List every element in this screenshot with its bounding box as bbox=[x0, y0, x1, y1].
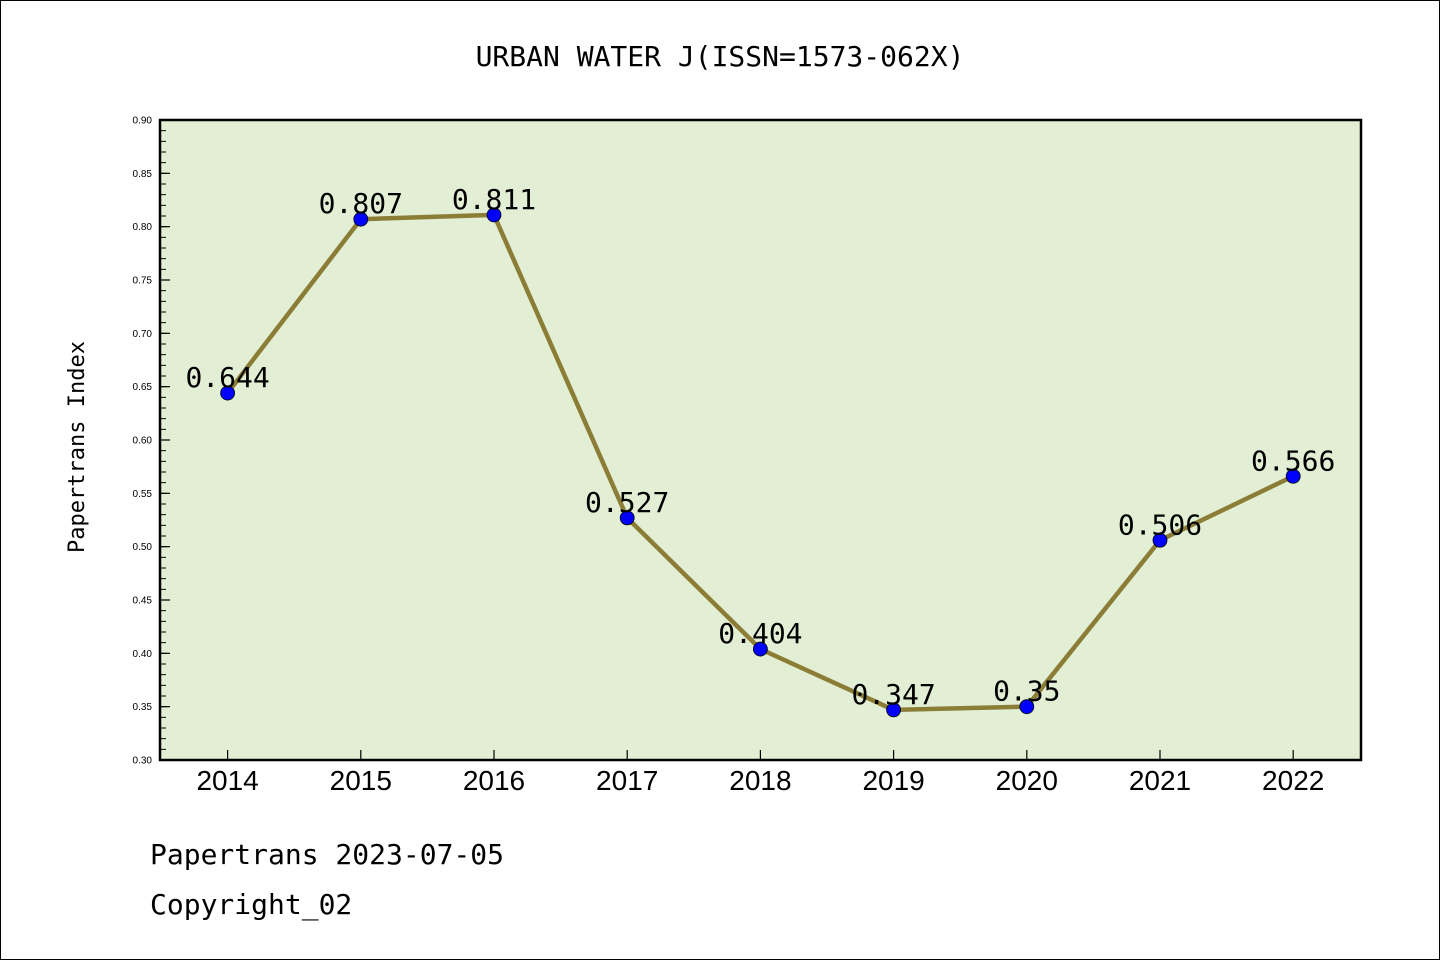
chart-title: URBAN WATER J(ISSN=1573-062X) bbox=[476, 40, 965, 73]
y-tick-label: 0.30 bbox=[133, 756, 153, 767]
x-tick-label: 2018 bbox=[729, 765, 791, 796]
y-tick-label: 0.45 bbox=[133, 596, 153, 607]
x-tick-label: 2021 bbox=[1129, 765, 1191, 796]
data-point bbox=[220, 385, 236, 401]
x-tick-label: 2015 bbox=[330, 765, 392, 796]
y-tick-label: 0.75 bbox=[133, 276, 153, 287]
x-tick-label: 2019 bbox=[862, 765, 924, 796]
y-tick-label: 0.50 bbox=[133, 542, 153, 553]
x-tick-label: 2017 bbox=[596, 765, 658, 796]
data-label: 0.35 bbox=[993, 675, 1060, 708]
x-axis-ticks: 2014 2015 2016 2017 2018 2019 2020 2021 2022 bbox=[196, 750, 1324, 796]
data-point bbox=[1285, 468, 1301, 484]
data-point bbox=[1152, 532, 1168, 548]
data-point bbox=[1019, 699, 1035, 715]
data-label: 0.404 bbox=[718, 617, 802, 650]
y-tick-label: 0.55 bbox=[133, 489, 153, 500]
data-point bbox=[353, 211, 369, 227]
data-label: 0.644 bbox=[185, 361, 269, 394]
data-label: 0.506 bbox=[1118, 508, 1202, 541]
data-label: 0.811 bbox=[452, 183, 536, 216]
data-label: 0.527 bbox=[585, 486, 669, 519]
y-tick-label: 0.70 bbox=[133, 329, 153, 340]
y-tick-label: 0.90 bbox=[133, 116, 153, 127]
y-tick-label: 0.40 bbox=[133, 649, 153, 660]
x-tick-label: 2016 bbox=[463, 765, 525, 796]
y-tick-label: 0.85 bbox=[133, 169, 153, 180]
data-label: 0.807 bbox=[319, 187, 403, 220]
series-group bbox=[220, 207, 1301, 718]
data-point bbox=[753, 641, 768, 657]
plot-border bbox=[158, 118, 1363, 762]
footer-copyright: Copyright_02 bbox=[150, 888, 352, 922]
x-tick-label: 2022 bbox=[1262, 765, 1324, 796]
y-tick-label: 0.35 bbox=[133, 702, 153, 713]
x-tick-label: 2020 bbox=[996, 765, 1058, 796]
y-tick-label: 0.80 bbox=[133, 222, 153, 233]
data-label: 0.347 bbox=[851, 678, 935, 711]
x-tick-label: 2014 bbox=[196, 765, 258, 796]
data-point bbox=[886, 702, 901, 718]
y-tick-label: 0.60 bbox=[133, 436, 153, 447]
data-label: 0.566 bbox=[1251, 444, 1335, 477]
data-point bbox=[486, 207, 502, 223]
y-tick-label: 0.65 bbox=[133, 382, 153, 393]
y-axis-ticks: 0.30 0.35 0.40 0.45 0.50 0.55 0.60 0.65 0.70 0.75… bbox=[133, 116, 170, 767]
data-point bbox=[619, 510, 635, 526]
data-labels: 0.644 0.807 0.811 0.527 0.404 0.347 0.35 0.506 0… bbox=[185, 183, 1335, 711]
footer-date: Papertrans 2023-07-05 bbox=[150, 838, 504, 871]
y-axis-label: Papertrans Index bbox=[65, 341, 90, 553]
